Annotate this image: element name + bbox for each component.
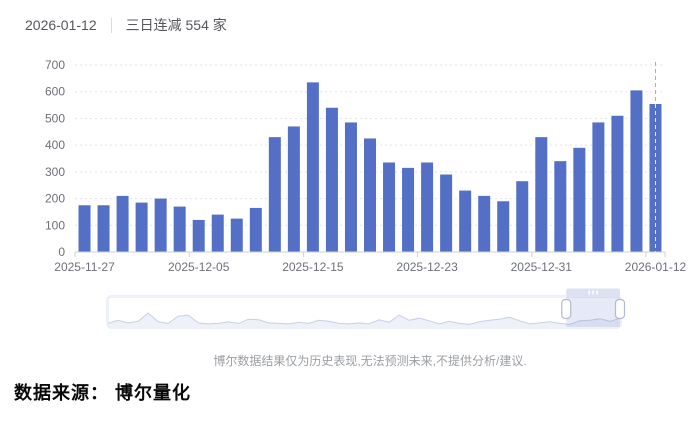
x-axis-label: 2025-11-27 xyxy=(54,260,115,274)
bar[interactable] xyxy=(592,122,605,252)
x-axis-label: 2025-12-05 xyxy=(168,260,230,274)
nav-sparkline xyxy=(107,312,621,325)
x-axis-label: 2025-12-31 xyxy=(511,260,573,274)
bar[interactable] xyxy=(230,218,243,252)
data-source-label: 数据来源： xyxy=(14,383,109,403)
datazoom-handle-right[interactable] xyxy=(614,298,626,320)
bar[interactable] xyxy=(344,122,357,252)
bar[interactable] xyxy=(630,90,643,252)
datazoom-slider[interactable] xyxy=(106,288,626,329)
header-divider-icon xyxy=(110,17,112,33)
bar[interactable] xyxy=(173,206,186,252)
datazoom-window[interactable] xyxy=(566,297,620,327)
datazoom-handle-left[interactable] xyxy=(561,298,572,320)
bar[interactable] xyxy=(287,126,300,252)
x-axis-label: 2025-12-15 xyxy=(282,260,344,274)
nav-sparkline-area xyxy=(108,313,620,326)
bar[interactable] xyxy=(249,207,262,252)
data-source-name: 博尔量化 xyxy=(115,383,192,403)
bar[interactable] xyxy=(611,115,624,252)
x-axis-label: 2025-12-23 xyxy=(396,260,458,274)
bar[interactable] xyxy=(268,137,281,252)
bar[interactable] xyxy=(97,205,110,252)
x-axis-label: 2026-01-12 xyxy=(625,260,687,274)
bar[interactable] xyxy=(383,162,396,252)
y-axis-label: 300 xyxy=(45,165,65,179)
bar[interactable] xyxy=(78,205,91,252)
bar[interactable] xyxy=(516,181,529,252)
bar[interactable] xyxy=(421,162,434,252)
bar[interactable] xyxy=(306,82,319,252)
bar-series[interactable] xyxy=(78,82,662,252)
bar[interactable] xyxy=(402,167,415,252)
data-source: 数据来源： 博尔量化 xyxy=(14,379,191,405)
bar[interactable] xyxy=(192,219,205,252)
bar[interactable] xyxy=(535,137,548,252)
bar[interactable] xyxy=(325,107,338,252)
bar[interactable] xyxy=(440,174,453,252)
bar[interactable] xyxy=(497,201,510,252)
bar[interactable] xyxy=(573,147,586,252)
y-axis-label: 100 xyxy=(45,218,65,232)
chart-header: 2026-01-12 三日连减 554 家 xyxy=(25,15,227,35)
y-axis-label: 400 xyxy=(45,138,65,152)
y-axis-label: 500 xyxy=(45,111,65,125)
disclaimer-text: 博尔数据结果仅为历史表现,无法预测未来,不提供分析/建议. xyxy=(213,354,527,368)
y-axis-label: 200 xyxy=(45,192,65,206)
x-axis: 2025-11-27 2025-12-05 2025-12-15 2025-12-23… xyxy=(54,251,687,274)
bar[interactable] xyxy=(364,138,376,252)
y-axis-label: 0 xyxy=(58,245,65,259)
bar[interactable] xyxy=(554,161,567,252)
bar[interactable] xyxy=(459,190,472,252)
metric-label: 三日连减 554 家 xyxy=(125,17,227,33)
bar[interactable] xyxy=(135,202,148,252)
bar[interactable] xyxy=(211,214,224,252)
bar[interactable] xyxy=(154,198,167,252)
y-axis-label: 600 xyxy=(45,85,65,99)
bar[interactable] xyxy=(116,195,129,252)
bar[interactable] xyxy=(478,195,491,252)
y-axis-label: 700 xyxy=(45,58,65,72)
bar-chart: 0 100 200 300 400 500 600 700 2025-11-27 2025-12-… xyxy=(45,58,687,329)
selected-date: 2026-01-12 xyxy=(25,17,97,33)
